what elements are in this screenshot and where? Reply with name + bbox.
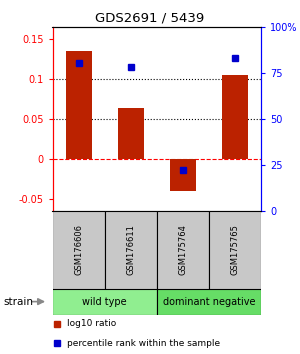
Text: wild type: wild type — [82, 297, 127, 307]
Bar — [118, 108, 144, 159]
Text: GSM176611: GSM176611 — [126, 224, 135, 275]
Text: GSM175765: GSM175765 — [230, 224, 239, 275]
Text: percentile rank within the sample: percentile rank within the sample — [67, 339, 220, 348]
Text: log10 ratio: log10 ratio — [67, 319, 116, 329]
Text: strain: strain — [3, 297, 33, 307]
Bar — [52, 289, 157, 315]
Text: GSM175764: GSM175764 — [178, 224, 187, 275]
Bar — [157, 289, 261, 315]
Bar — [52, 211, 105, 289]
Bar — [157, 211, 209, 289]
Bar — [170, 159, 196, 190]
Text: GSM176606: GSM176606 — [74, 224, 83, 275]
Bar — [209, 211, 261, 289]
Bar — [105, 211, 157, 289]
Text: GDS2691 / 5439: GDS2691 / 5439 — [95, 11, 205, 24]
Text: dominant negative: dominant negative — [163, 297, 255, 307]
Bar — [222, 75, 248, 159]
Bar — [65, 51, 92, 159]
